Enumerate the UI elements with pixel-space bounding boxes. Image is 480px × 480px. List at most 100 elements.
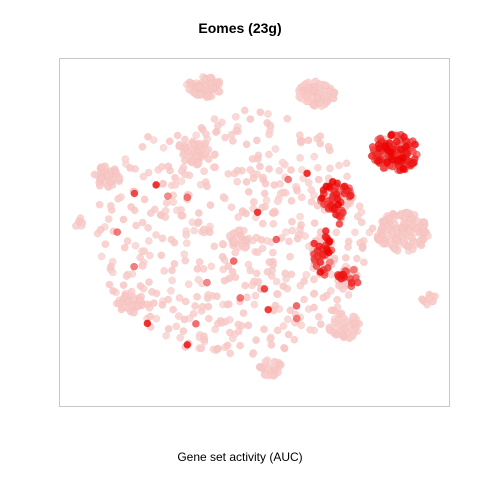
scatter-point-924 (228, 267, 237, 276)
scatter-point-178 (168, 276, 176, 285)
scatter-point-316 (139, 172, 148, 181)
scatter-point-1102 (204, 302, 213, 311)
scatter-point-847 (408, 233, 416, 242)
scatter-point-726 (122, 272, 131, 280)
scatter-point-1105 (212, 128, 220, 136)
scatter-point-334 (307, 186, 316, 194)
scatter-point-893 (300, 277, 309, 286)
scatter-point-315 (304, 179, 313, 187)
scatter-point-752 (204, 314, 213, 323)
scatter-point-28 (282, 228, 290, 236)
scatter-point-781 (290, 335, 299, 344)
scatter-point-684 (182, 231, 190, 239)
scatter-point-1014 (293, 234, 302, 243)
scatter-point-388 (144, 168, 153, 177)
scatter-point-1080 (106, 177, 115, 186)
scatter-point-853 (232, 126, 241, 135)
scatter-point-229 (296, 154, 304, 162)
scatter-point-1043 (242, 209, 250, 218)
scatter-point-1098 (299, 86, 308, 95)
scatter-point-461 (269, 220, 278, 228)
scatter-point-852 (193, 292, 201, 301)
scatter-point-396 (138, 262, 147, 270)
scatter-point-118 (167, 286, 175, 295)
scatter-point-753 (279, 188, 288, 197)
scatter-point-266 (182, 239, 191, 247)
scatter-point-125 (180, 250, 189, 258)
scatter-point-816 (181, 135, 189, 144)
scatter-point-1106 (284, 330, 293, 339)
scatter-point-1078 (420, 218, 429, 226)
scatter-point-428 (265, 150, 273, 159)
scatter-point-191 (351, 228, 359, 237)
scatter-point-652 (269, 248, 277, 257)
scatter-point-502 (353, 212, 362, 221)
scatter-point-1146 (408, 221, 417, 229)
scatter-point-1359 (152, 181, 160, 189)
scatter-point-1024 (117, 305, 126, 314)
scatter-point-1103 (261, 179, 270, 188)
scatter-point-40 (302, 271, 311, 279)
scatter-point-969 (157, 251, 166, 260)
scatter-point-1074 (149, 299, 158, 307)
scatter-point-590 (349, 312, 357, 321)
scatter-point-984 (404, 241, 413, 250)
scatter-point-835 (90, 170, 99, 179)
scatter-point-878 (191, 302, 199, 310)
scatter-point-1121 (218, 252, 227, 261)
scatter-point-571 (114, 194, 122, 203)
scatter-point-470 (174, 312, 183, 320)
scatter-point-626 (162, 199, 171, 207)
scatter-point-894 (330, 254, 339, 263)
scatter-point-1242 (272, 235, 281, 244)
scatter-point-1288 (260, 285, 269, 293)
scatter-point-466 (275, 166, 284, 175)
scatter-point-685 (248, 350, 257, 358)
scatter-point-1341 (340, 182, 349, 191)
scatter-point-901 (200, 332, 208, 341)
scatter-point-919 (260, 189, 269, 198)
scatter-point-381 (342, 159, 351, 168)
scatter-point-733 (219, 193, 228, 201)
scatter-point-808 (236, 341, 244, 350)
scatter-point-355 (231, 113, 240, 121)
scatter-point-673 (218, 239, 227, 248)
scatter-point-1104 (195, 83, 203, 91)
scatter-point-833 (263, 268, 272, 276)
scatter-point-1006 (164, 162, 173, 171)
scatter-point-1150 (164, 192, 172, 200)
scatter-point-820 (203, 294, 212, 303)
scatter-point-1380 (318, 194, 326, 202)
scatter-point-848 (239, 309, 248, 317)
scatter-point-1369 (402, 142, 410, 151)
scatter-point-1055 (181, 143, 189, 152)
scatter-point-710 (158, 234, 167, 243)
scatter-point-1373 (316, 268, 325, 276)
scatter-point-379 (258, 244, 267, 253)
scatter-point-1036 (313, 93, 321, 102)
scatter-point-1377 (328, 177, 337, 186)
scatter-point-1039 (224, 262, 233, 270)
scatter-point-785 (241, 281, 249, 290)
scatter-point-1069 (268, 209, 277, 217)
scatter-point-865 (217, 319, 226, 327)
scatter-point-225 (169, 198, 178, 206)
scatter-point-860 (138, 218, 147, 227)
scatter-point-1053 (127, 203, 135, 211)
scatter-point-551 (144, 223, 152, 232)
scatter-point-716 (287, 197, 296, 205)
scatter-point-1027 (316, 320, 325, 329)
scatter-point-779 (283, 114, 292, 123)
scatter-point-707 (261, 371, 269, 379)
scatter-point-1351 (183, 340, 192, 349)
scatter-point-1129 (121, 291, 129, 300)
scatter-point-862 (146, 209, 155, 217)
scatter-point-197 (207, 262, 216, 271)
scatter-point-1378 (386, 148, 395, 157)
scatter-point-961 (96, 225, 105, 234)
scatter-point-932 (126, 164, 134, 172)
scatter-point-1327 (315, 242, 324, 251)
scatter-point-1120 (287, 166, 295, 174)
scatter-point-926 (340, 325, 349, 333)
scatter-point-588 (307, 197, 316, 206)
